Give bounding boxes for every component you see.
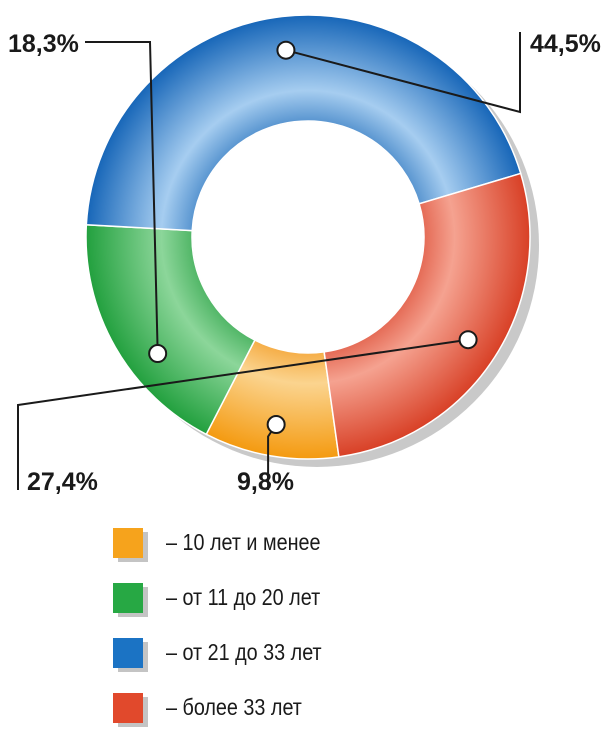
legend-label: – 10 лет и менее [166, 529, 321, 555]
leader-line [285, 32, 521, 114]
leader-dot-green [148, 344, 168, 364]
legend-item: – от 11 до 20 лет [113, 580, 513, 620]
legend-item: – более 33 лет [113, 690, 513, 730]
legend-swatch-red [113, 693, 143, 723]
data-label: 18,3% [8, 30, 79, 58]
leader-dot-blue [276, 40, 296, 60]
legend-label: – от 11 до 20 лет [166, 584, 321, 610]
data-label: 27,4% [27, 468, 98, 496]
slice-green [85, 223, 256, 436]
legend-label: – более 33 лет [166, 694, 302, 720]
leader-dot-red [458, 330, 478, 350]
legend-swatch-orange [113, 528, 143, 558]
donut-chart: 9,8% 18,3% 44,5% 27,4% [8, 14, 601, 496]
leader-dot-orange [266, 415, 286, 435]
legend-item: – 10 лет и менее [113, 525, 513, 565]
donut-hole [192, 121, 424, 353]
legend-item: – от 21 до 33 лет [113, 635, 513, 675]
legend-label: – от 21 до 33 лет [166, 639, 322, 665]
legend-swatch-blue [113, 638, 143, 668]
data-label: 44,5% [530, 30, 601, 58]
slice-red [323, 172, 531, 458]
slice-blue [85, 14, 522, 232]
legend-swatch-green [113, 583, 143, 613]
data-label: 9,8% [237, 468, 294, 496]
leader-line [85, 41, 159, 354]
leader-line [17, 338, 469, 490]
legend: – 10 лет и менее – от 11 до 20 лет – от … [113, 525, 513, 745]
